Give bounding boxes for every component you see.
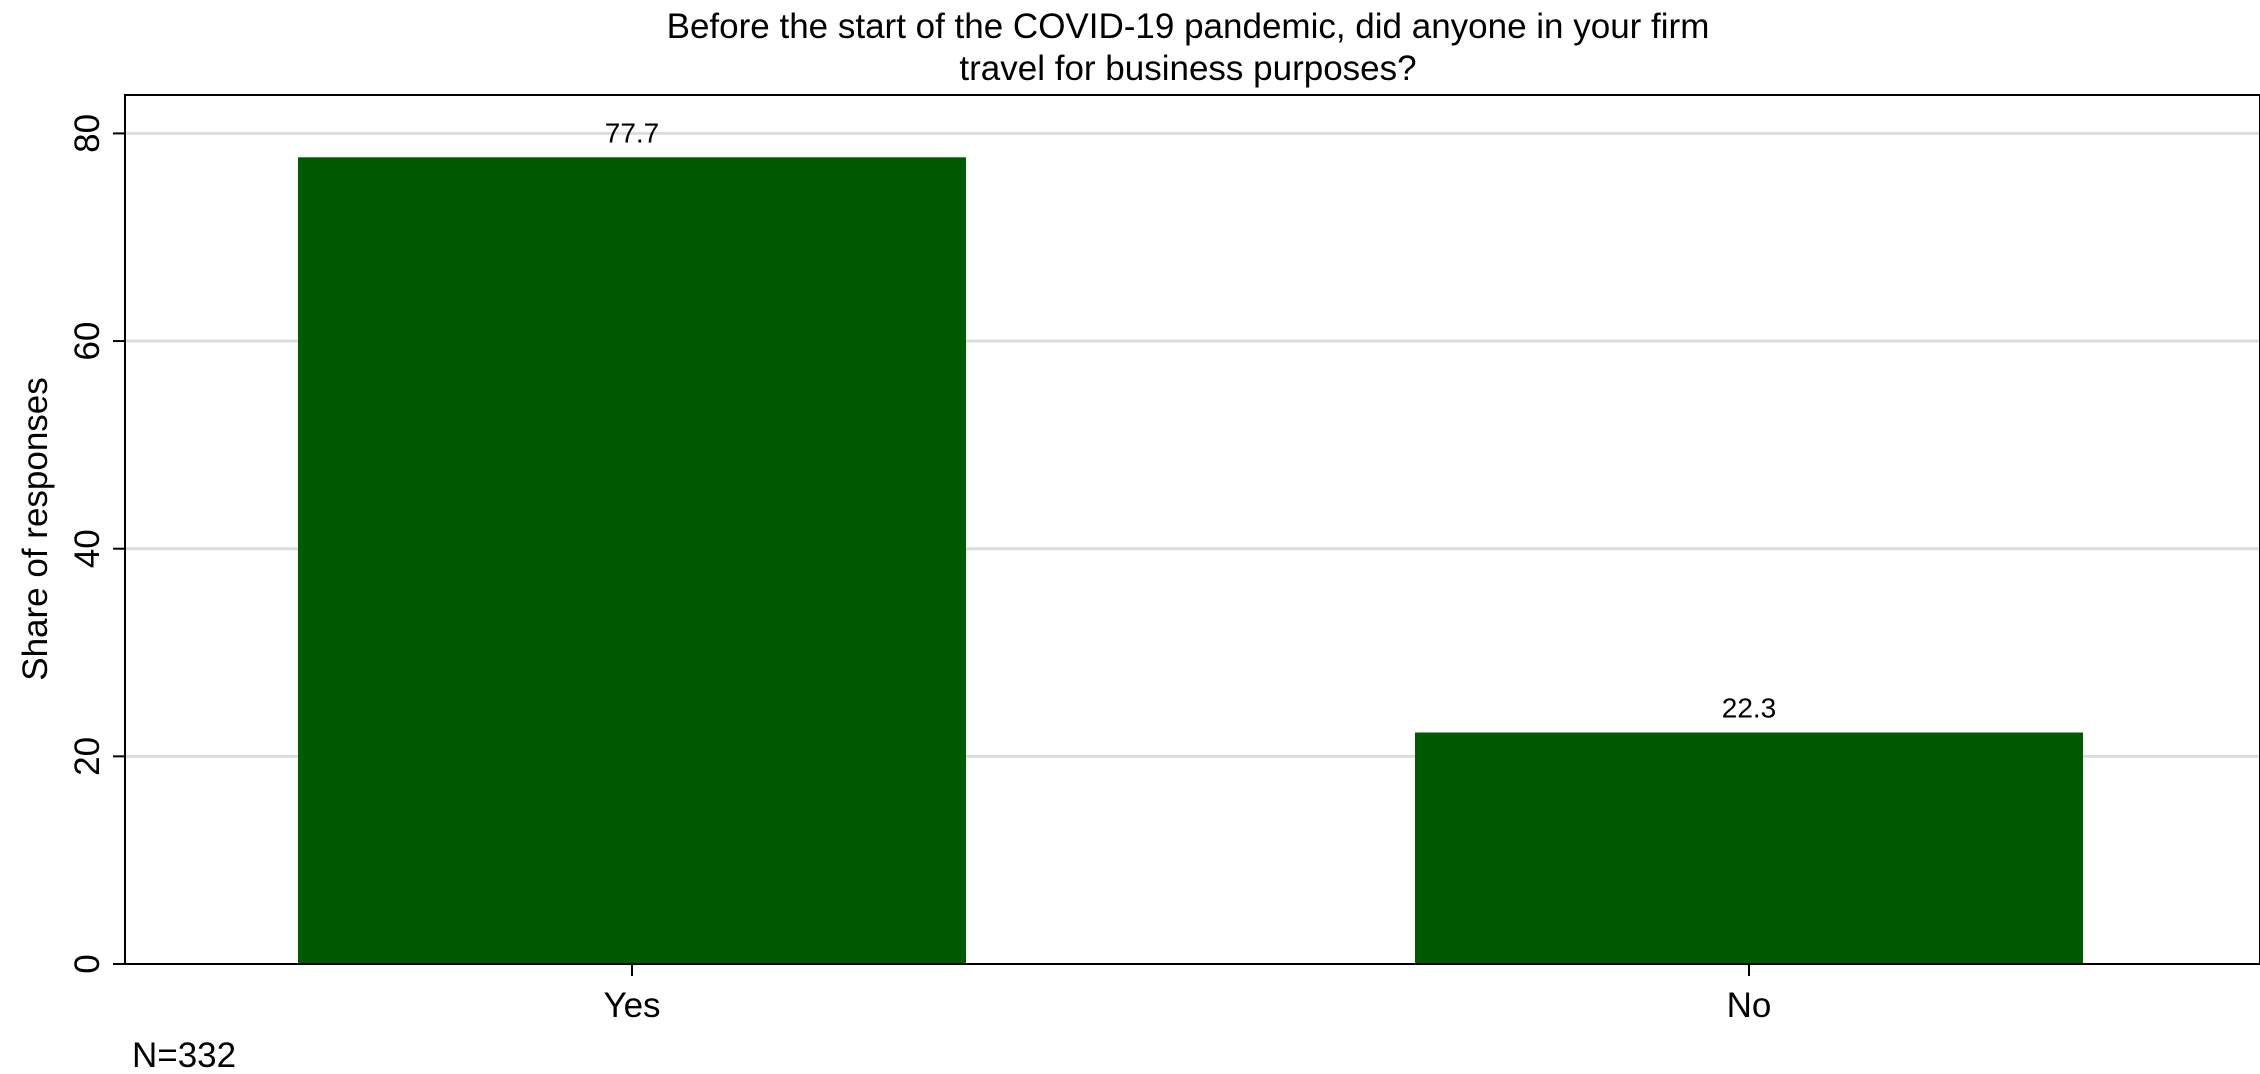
bar-no: [1415, 732, 2083, 964]
value-label-yes: 77.7: [605, 117, 660, 148]
y-axis-label: Share of responses: [16, 377, 55, 681]
value-label-no: 22.3: [1722, 692, 1777, 723]
bars: [298, 157, 2083, 965]
y-tick-label: 40: [68, 529, 107, 568]
y-tick-label: 20: [68, 737, 107, 776]
chart-title: Before the start of the COVID-19 pandemi…: [667, 7, 1710, 88]
chart-title-line-2: travel for business purposes?: [959, 49, 1416, 88]
chart-title-line-1: Before the start of the COVID-19 pandemi…: [667, 7, 1710, 46]
plot-frame: [124, 94, 2260, 965]
x-axis: Yes No: [603, 964, 1771, 1025]
value-labels: 77.7 22.3: [605, 117, 1777, 723]
category-label-yes: Yes: [603, 986, 660, 1025]
sample-size-note: N=332: [132, 1036, 236, 1074]
y-tick-label: 80: [68, 114, 107, 153]
bar-yes: [298, 157, 966, 965]
y-tick-label: 0: [68, 954, 107, 973]
y-axis: 0 20 40 60 80: [68, 114, 125, 974]
y-tick-label: 60: [68, 322, 107, 361]
category-label-no: No: [1727, 986, 1772, 1025]
